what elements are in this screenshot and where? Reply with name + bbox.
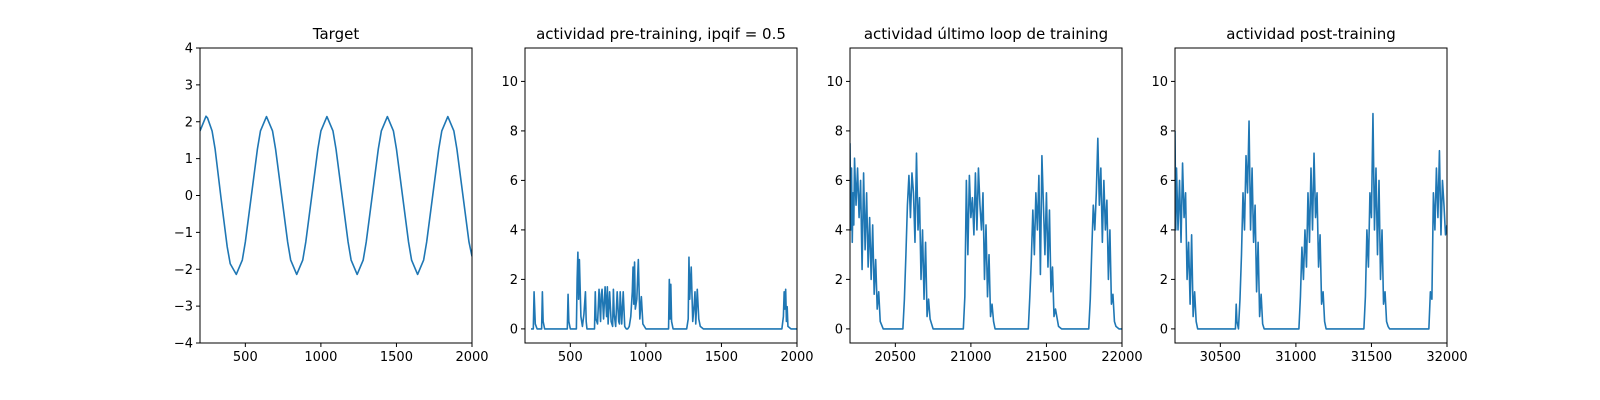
- y-tick-label: 6: [510, 174, 518, 189]
- y-tick-label: 8: [835, 124, 843, 139]
- y-tick-label: 8: [510, 124, 518, 139]
- y-tick-label: 3: [185, 78, 193, 93]
- series-line-1-1: [200, 115, 472, 276]
- y-tick-label: 8: [1160, 124, 1168, 139]
- x-tick-label: 31000: [1275, 350, 1316, 365]
- y-tick-label: 6: [1160, 174, 1168, 189]
- x-tick-label: 1500: [705, 350, 738, 365]
- y-tick-label: 10: [501, 75, 518, 90]
- y-tick-label: −4: [174, 337, 193, 352]
- x-tick-label: 1500: [380, 350, 413, 365]
- x-tick-label: 500: [558, 350, 583, 365]
- y-tick-label: 2: [1160, 273, 1168, 288]
- axes-frame: [199, 47, 473, 344]
- axes-frame: [849, 47, 1123, 344]
- x-tick-label: 2000: [455, 350, 488, 365]
- subplot-2: 500 1000 1500 2000 0 2 4 6 8 10 actividad pre-trai…: [501, 25, 813, 365]
- subplot-4: 30500 31000 31500 32000 0 2 4 6 8 10 actividad pos…: [1151, 25, 1467, 365]
- y-tick-label: 0: [835, 322, 843, 337]
- y-tick-label: 2: [510, 273, 518, 288]
- y-tick-label: 10: [826, 75, 843, 90]
- y-tick-label: 4: [835, 223, 843, 238]
- x-tick-label: 2000: [780, 350, 813, 365]
- y-tick-label: 2: [185, 115, 193, 130]
- y-tick-label: 6: [835, 174, 843, 189]
- y-tick-label: 1: [185, 152, 193, 167]
- axes-frame: [1174, 47, 1448, 344]
- series-line-3-1: [850, 137, 1122, 330]
- axes-frame: [524, 47, 798, 344]
- y-tick-label: −1: [174, 226, 193, 241]
- y-tick-label: −3: [174, 300, 193, 315]
- x-tick-label: 32000: [1426, 350, 1467, 365]
- series-line-4-1: [1175, 112, 1447, 330]
- y-tick-label: 0: [1160, 322, 1168, 337]
- y-tick-label: 0: [510, 322, 518, 337]
- y-tick-label: −2: [174, 263, 193, 278]
- x-tick-label: 20500: [875, 350, 916, 365]
- y-tick-label: 4: [510, 223, 518, 238]
- x-tick-label: 21000: [950, 350, 991, 365]
- y-tick-label: 2: [835, 273, 843, 288]
- subplot-title: actividad último loop de training: [864, 25, 1108, 43]
- subplot-3: 20500 21000 21500 22000 0 2 4 6 8 10 actividad últ…: [826, 25, 1142, 365]
- y-tick-label: 4: [185, 42, 193, 57]
- x-tick-label: 500: [233, 350, 258, 365]
- y-tick-label: 0: [185, 189, 193, 204]
- y-tick-label: 10: [1151, 75, 1168, 90]
- x-tick-label: 21500: [1026, 350, 1067, 365]
- subplot-title: actividad pre-training, ipqif = 0.5: [536, 25, 786, 43]
- x-tick-label: 1000: [629, 350, 662, 365]
- subplot-title: Target: [312, 25, 360, 43]
- subplot-1: 500 1000 1500 2000 −4 −3 −2 −1 0 1 2 3 4 Target: [174, 25, 489, 365]
- y-tick-label: 4: [1160, 223, 1168, 238]
- x-tick-label: 31500: [1351, 350, 1392, 365]
- subplot-title: actividad post-training: [1226, 25, 1395, 43]
- x-tick-label: 1000: [304, 350, 337, 365]
- series-line-2-1: [531, 251, 797, 330]
- x-tick-label: 22000: [1101, 350, 1142, 365]
- x-tick-label: 30500: [1200, 350, 1241, 365]
